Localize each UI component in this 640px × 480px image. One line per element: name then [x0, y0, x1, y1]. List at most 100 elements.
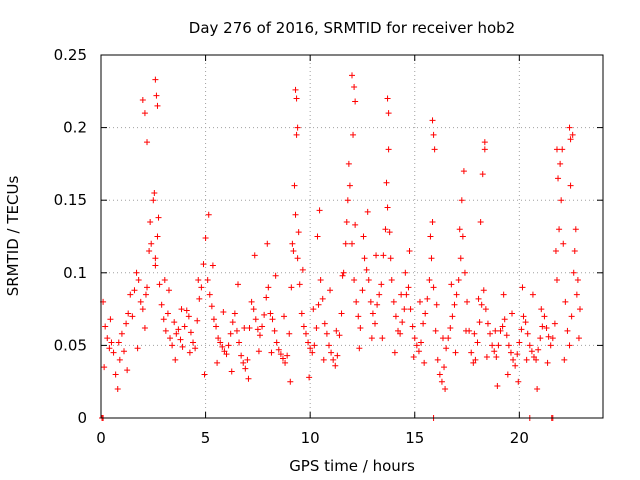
data-point	[141, 324, 148, 331]
data-point	[349, 240, 355, 247]
y-tick-label: 0.1	[63, 264, 87, 282]
data-point	[416, 298, 423, 305]
data-point	[539, 323, 546, 330]
data-point	[434, 356, 441, 363]
data-point	[460, 168, 467, 175]
data-point	[537, 335, 544, 342]
data-point	[213, 323, 220, 330]
data-point	[369, 310, 376, 317]
data-point	[576, 306, 583, 313]
x-tick-label: 10	[301, 429, 320, 447]
data-point	[455, 277, 462, 284]
y-tick-label: 0.2	[63, 119, 87, 137]
data-point	[445, 335, 452, 342]
data-point	[275, 346, 282, 353]
data-point	[196, 295, 203, 302]
data-point	[317, 277, 324, 284]
data-point	[552, 248, 559, 255]
data-point	[219, 343, 226, 350]
data-point	[545, 333, 552, 340]
data-point	[501, 316, 508, 323]
data-point	[505, 342, 512, 349]
data-point	[106, 345, 113, 352]
data-point	[279, 355, 286, 362]
data-point	[459, 233, 466, 240]
data-point	[500, 291, 507, 298]
data-point	[302, 330, 309, 337]
data-point	[504, 371, 511, 378]
data-points	[99, 72, 583, 421]
data-point	[472, 356, 479, 363]
data-point	[271, 327, 278, 334]
data-point	[334, 352, 341, 359]
data-point	[431, 146, 438, 153]
data-point	[411, 335, 418, 342]
data-point	[409, 323, 416, 330]
data-point	[373, 252, 380, 259]
data-point	[185, 313, 192, 320]
data-point	[509, 310, 516, 317]
data-point	[351, 277, 358, 284]
data-point	[209, 262, 216, 269]
data-point	[430, 131, 437, 138]
data-point	[112, 371, 119, 378]
x-tick-label: 20	[510, 429, 529, 447]
data-point	[405, 284, 412, 291]
data-point	[233, 327, 240, 334]
data-point	[110, 349, 117, 356]
data-point	[388, 277, 395, 284]
data-point	[526, 342, 533, 349]
data-point	[227, 330, 234, 337]
data-point	[242, 365, 249, 372]
data-point	[566, 342, 573, 349]
data-point	[399, 319, 406, 326]
data-point	[306, 374, 313, 381]
plot-frame	[100, 54, 604, 419]
data-point	[529, 291, 536, 298]
data-point	[559, 146, 566, 153]
data-point	[225, 342, 232, 349]
x-tick-label: 5	[201, 429, 211, 447]
data-point	[220, 309, 227, 316]
data-point	[353, 298, 360, 305]
data-point	[300, 323, 307, 330]
data-point	[169, 342, 176, 349]
data-point	[238, 352, 245, 359]
data-point	[192, 345, 199, 352]
data-point	[313, 324, 320, 331]
data-point	[241, 324, 248, 331]
data-point	[541, 313, 548, 320]
data-point	[311, 342, 318, 349]
data-point	[214, 359, 221, 366]
data-point	[562, 298, 569, 305]
data-point	[289, 240, 296, 247]
data-point	[175, 326, 182, 333]
data-point	[124, 367, 131, 374]
data-point	[507, 349, 514, 356]
data-point	[210, 316, 217, 323]
data-point	[385, 146, 392, 153]
data-point	[236, 339, 243, 346]
data-point	[116, 356, 123, 363]
data-point	[497, 327, 504, 334]
tick-labels: 0 5 10 15 20 0 0.05 0.1 0.15 0.2 0.25	[54, 46, 529, 447]
data-point	[200, 261, 207, 268]
data-point	[346, 182, 353, 189]
data-point	[477, 218, 484, 225]
data-point	[471, 330, 478, 337]
data-point	[309, 349, 316, 356]
data-point	[299, 266, 306, 273]
data-point	[453, 291, 460, 298]
data-point	[352, 221, 359, 228]
data-point	[250, 306, 257, 313]
data-point	[133, 269, 140, 276]
data-point	[410, 354, 417, 361]
data-point	[429, 218, 436, 225]
data-point	[439, 335, 446, 342]
data-point	[438, 378, 445, 385]
data-point	[178, 306, 185, 313]
data-point	[144, 139, 151, 146]
data-point	[503, 332, 510, 339]
data-point	[398, 291, 405, 298]
data-point	[433, 301, 440, 308]
